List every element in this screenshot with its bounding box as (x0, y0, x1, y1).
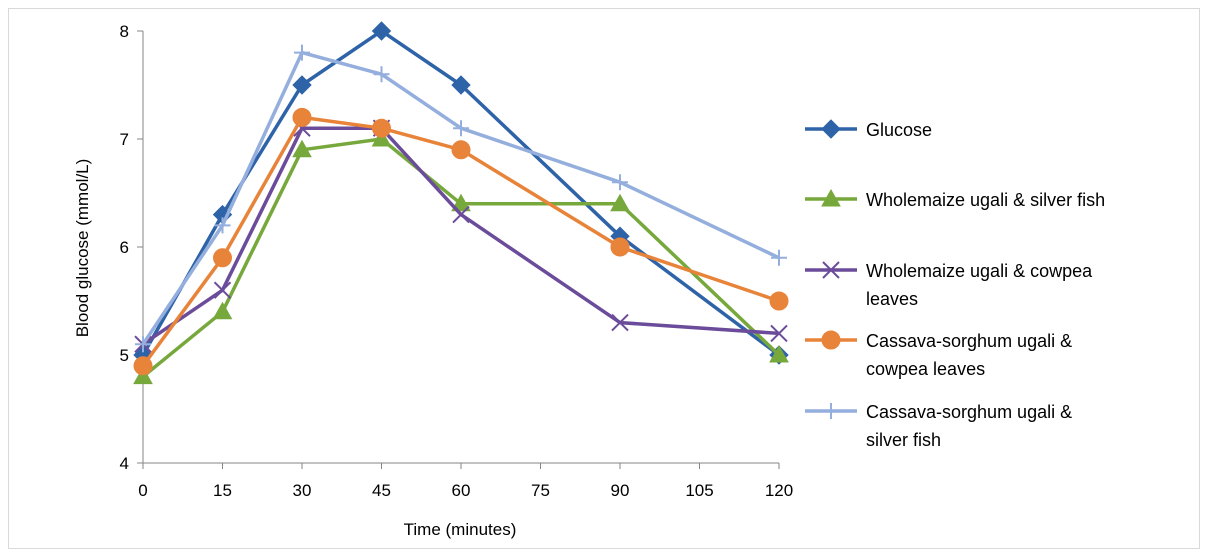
data-point-marker (292, 139, 312, 158)
data-point-marker (612, 174, 628, 191)
legend-swatch-marker (821, 188, 841, 207)
y-axis-title: Blood glucose (mmol/L) (73, 159, 92, 338)
x-tick-label: 60 (452, 481, 471, 500)
data-point-marker (292, 107, 312, 127)
x-tick-label: 75 (531, 481, 550, 500)
legend-label: Cassava-sorghum ugali & (866, 402, 1072, 422)
legend-label: Glucose (866, 120, 932, 140)
data-point-marker (213, 248, 232, 268)
legend: Glucose Wholemaize ugali & silver fish Who… (805, 119, 1105, 450)
x-tick-label: 0 (138, 481, 147, 500)
legend-label: leaves (866, 289, 918, 309)
y-tick-label: 6 (120, 238, 129, 257)
data-point-marker (452, 205, 470, 224)
data-point-marker (371, 21, 392, 41)
data-point-marker (451, 140, 471, 160)
legend-label: Wholemaize ugali & cowpea (866, 261, 1093, 281)
legend-item: Wholemaize ugali & silver fish (805, 188, 1105, 210)
series-5 (135, 44, 787, 353)
legend-item: Cassava-sorghum ugali & cowpea leaves (805, 330, 1072, 379)
series-4 (133, 107, 789, 376)
data-point-marker (212, 301, 233, 320)
data-point-marker (769, 291, 789, 311)
data-point-marker (213, 281, 232, 299)
x-tick-label: 45 (372, 481, 391, 500)
legend-label: silver fish (866, 430, 941, 450)
series-line (142, 126, 780, 346)
legend-swatch-marker (821, 119, 841, 139)
legend-item: Glucose (805, 119, 932, 140)
legend-label: cowpea leaves (866, 359, 985, 379)
legend-swatch-marker (822, 261, 840, 279)
legend-label: Cassava-sorghum ugali & (866, 331, 1072, 351)
legend-label: Wholemaize ugali & silver fish (866, 190, 1105, 210)
x-tick-label: 105 (685, 481, 713, 500)
chart-frame (8, 8, 1200, 549)
data-point-marker (610, 193, 630, 212)
data-point-marker (771, 249, 787, 266)
data-point-marker (451, 193, 471, 212)
data-point-marker (769, 344, 789, 363)
series-layer (133, 21, 789, 385)
data-point-marker (610, 237, 630, 257)
x-tick-label: 90 (611, 481, 630, 500)
data-point-marker (133, 356, 153, 376)
data-point-marker (770, 324, 788, 343)
legend-item: Wholemaize ugali & cowpea leaves (805, 261, 1093, 309)
data-point-marker (214, 217, 231, 234)
data-point-marker (373, 66, 390, 83)
y-tick-label: 8 (120, 22, 129, 41)
data-point-marker (135, 336, 151, 353)
x-tick-label: 120 (765, 481, 793, 500)
x-tick-label: 30 (293, 481, 312, 500)
data-point-marker (453, 120, 469, 137)
data-point-marker (133, 366, 153, 385)
data-point-marker (371, 128, 392, 147)
y-tick-label: 4 (120, 454, 129, 473)
x-axis-title: Time (minutes) (404, 520, 517, 539)
data-point-marker (372, 118, 391, 138)
series-1 (133, 21, 789, 365)
data-point-marker (292, 75, 312, 95)
legend-swatch-marker (823, 403, 839, 419)
data-point-marker (451, 75, 471, 95)
y-tick-label: 5 (120, 346, 129, 365)
data-point-marker (611, 313, 629, 332)
legend-item: Cassava-sorghum ugali & silver fish (805, 402, 1072, 450)
data-point-marker (294, 44, 310, 61)
legend-swatch-marker (821, 330, 841, 350)
y-tick-label: 7 (120, 130, 129, 149)
series-2 (133, 128, 789, 385)
x-tick-label: 15 (213, 481, 232, 500)
